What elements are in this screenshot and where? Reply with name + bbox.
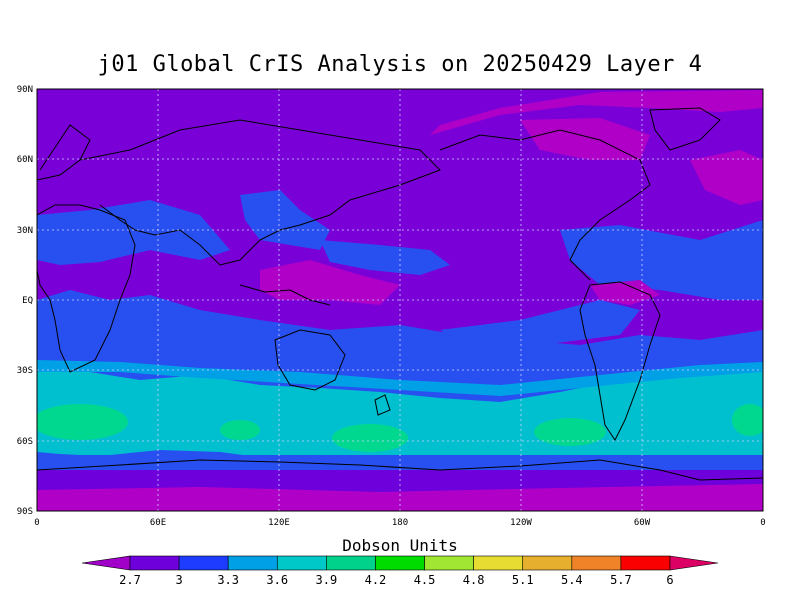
lon-axis: 0 60E 120E 180 120W 60W 0 (34, 518, 765, 528)
colorbar-tick-label: 5.4 (561, 573, 583, 587)
colorbar-bin (522, 555, 573, 571)
lat-tick-label: 30N (17, 226, 33, 236)
colorbar-tick-label: 5.1 (512, 573, 534, 587)
field-green-3 (332, 424, 408, 452)
field-green-2 (220, 420, 260, 440)
field-magenta-america (590, 280, 660, 305)
field-magenta-arctic (430, 90, 763, 135)
graticule (37, 89, 763, 511)
colorbar-tick-label: 5.7 (610, 573, 632, 587)
colorbar-min-triangle (81, 555, 131, 571)
map-title: j01 Global CrIS Analysis on 20250429 Lay… (97, 52, 703, 77)
lon-tick-label: 60E (150, 518, 166, 528)
field-magenta-antarctic (37, 484, 763, 511)
field-lightblue-1 (37, 360, 763, 396)
field-blue-tropic-1 (37, 200, 230, 265)
lat-tick-label: 90S (17, 507, 33, 517)
colorbar-tick-label: 3 (175, 573, 182, 587)
colorbar-tick-label: 4.5 (414, 573, 436, 587)
lat-tick-label: 60S (17, 437, 33, 447)
colorbar-bin (129, 555, 180, 571)
lat-axis: 90N 60N 30N EQ 30S 60S 90S (17, 85, 33, 517)
lat-tick-label: 60N (17, 155, 33, 165)
coast-new-zealand (374, 394, 391, 416)
coast-greenland (649, 107, 721, 151)
colorbar-bin (178, 555, 229, 571)
coast-antarctica (37, 459, 763, 481)
map-frame (36, 88, 764, 512)
lat-tick-label: 90N (17, 85, 33, 95)
field-blue-tropic-4 (560, 220, 763, 300)
colorbar-bin (571, 555, 622, 571)
field-magenta-atlantic (690, 150, 763, 205)
coast-africa (37, 204, 136, 373)
coastlines (37, 107, 763, 481)
colorbar-bin (473, 555, 524, 571)
lon-tick-label: 0 (34, 518, 39, 528)
coast-australia (274, 329, 346, 391)
colorbar-tick-label: 3.9 (316, 573, 338, 587)
colorbar-tick-label: 6 (666, 573, 673, 587)
lon-tick-label: 0 (760, 518, 765, 528)
colorbar: 2.7 3 3.3 3.6 3.9 4.2 4.5 4.8 5.1 5.4 5.7 6 (81, 555, 719, 587)
coast-asia (79, 119, 441, 266)
coast-north-america (439, 129, 651, 281)
lon-tick-label: 120E (268, 518, 290, 528)
colorbar-bin (375, 555, 425, 571)
field-magenta-arctic-2 (520, 118, 650, 160)
legend-title: Dobson Units (342, 536, 458, 555)
colorbar-tick-label: 4.8 (463, 573, 485, 587)
colorbar-max-triangle (669, 555, 719, 571)
colorbar-bin (326, 555, 376, 571)
coast-indonesia (239, 284, 331, 306)
colorbar-bin (424, 555, 474, 571)
colorbar-tick-label: 4.2 (365, 573, 387, 587)
colorbar-tick-label: 2.7 (119, 573, 141, 587)
field-green-4 (534, 418, 606, 446)
colorbar-bin (276, 555, 327, 571)
lon-tick-label: 120W (510, 518, 532, 528)
lon-tick-label: 180 (392, 518, 408, 528)
lat-tick-label: EQ (22, 296, 33, 306)
field-blue-tropic-5 (440, 300, 640, 350)
field-green-5 (732, 404, 763, 436)
field-blue-tropic-3 (320, 240, 450, 275)
lon-tick-label: 60W (634, 518, 651, 528)
colorbar-tick-label: 3.6 (266, 573, 288, 587)
lat-tick-label: 30S (17, 366, 33, 376)
field-green-1 (37, 404, 128, 440)
field-blue-tropic-2 (240, 190, 330, 250)
colorbar-bin (620, 555, 671, 571)
coast-europe (37, 124, 91, 181)
coast-south-america (579, 281, 661, 441)
colorbar-bin (227, 555, 278, 571)
field-magenta-pacific (260, 260, 400, 305)
colorbar-tick-label: 3.3 (217, 573, 239, 587)
